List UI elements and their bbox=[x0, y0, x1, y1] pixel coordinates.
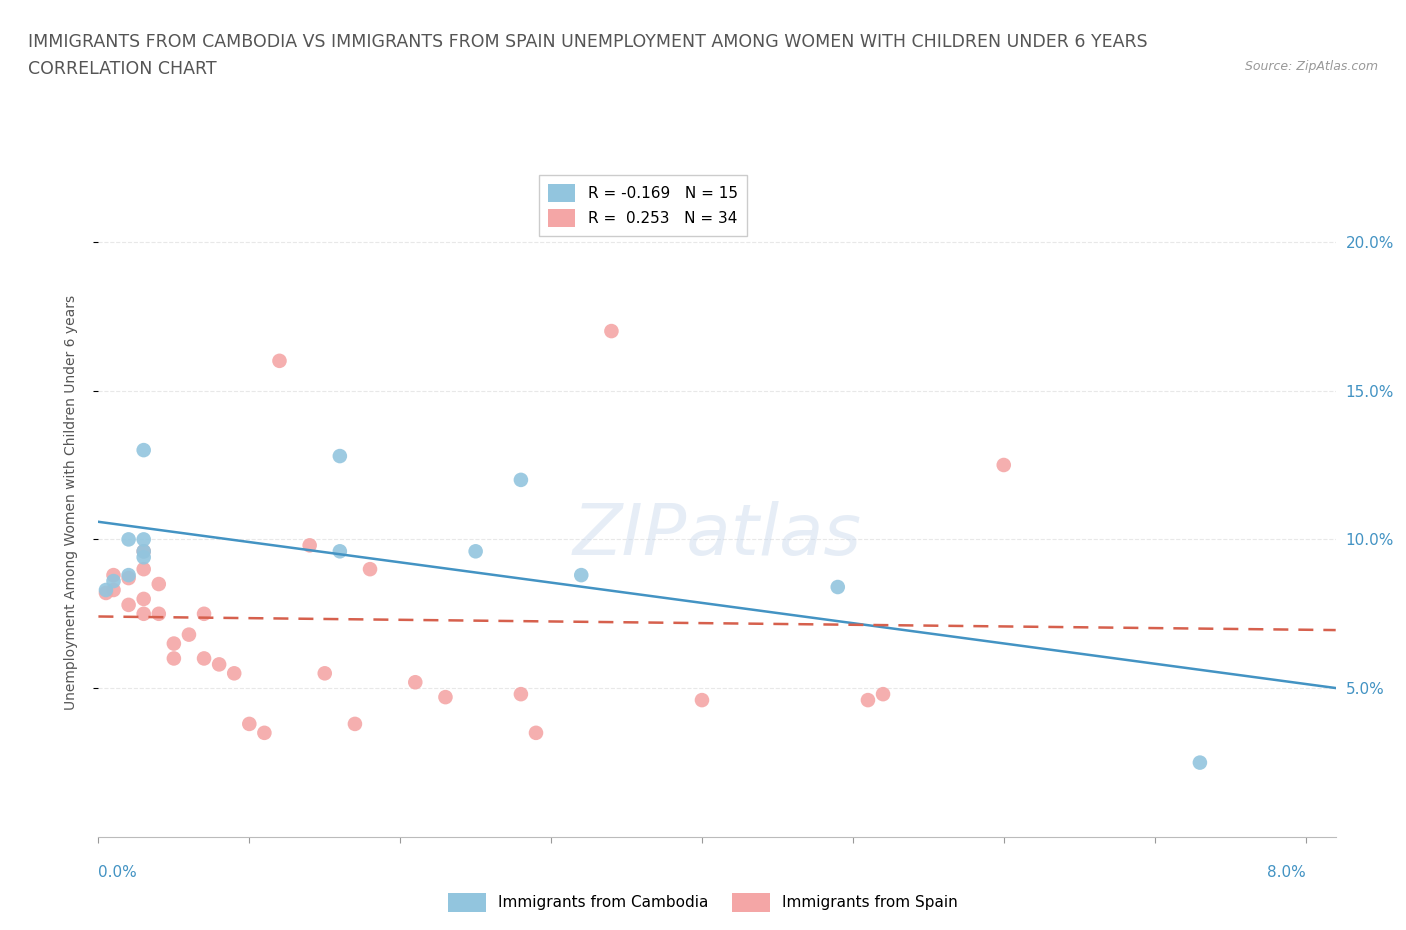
Point bbox=[132, 606, 155, 621]
Point bbox=[329, 544, 352, 559]
Point bbox=[103, 582, 125, 597]
Point bbox=[193, 651, 215, 666]
Point bbox=[224, 666, 246, 681]
Text: IMMIGRANTS FROM CAMBODIA VS IMMIGRANTS FROM SPAIN UNEMPLOYMENT AMONG WOMEN WITH : IMMIGRANTS FROM CAMBODIA VS IMMIGRANTS F… bbox=[28, 33, 1147, 50]
Legend: Immigrants from Cambodia, Immigrants from Spain: Immigrants from Cambodia, Immigrants fro… bbox=[441, 887, 965, 918]
Text: 0.0%: 0.0% bbox=[98, 865, 138, 880]
Point bbox=[600, 324, 623, 339]
Point bbox=[314, 666, 336, 681]
Point bbox=[148, 606, 170, 621]
Point bbox=[872, 686, 894, 701]
Point bbox=[329, 448, 352, 463]
Point bbox=[464, 544, 486, 559]
Text: CORRELATION CHART: CORRELATION CHART bbox=[28, 60, 217, 78]
Point bbox=[298, 538, 321, 552]
Point bbox=[569, 567, 592, 582]
Point bbox=[1188, 755, 1211, 770]
Text: Source: ZipAtlas.com: Source: ZipAtlas.com bbox=[1244, 60, 1378, 73]
Point bbox=[524, 725, 547, 740]
Point bbox=[238, 716, 260, 731]
Point bbox=[117, 532, 139, 547]
Text: 8.0%: 8.0% bbox=[1267, 865, 1306, 880]
Point bbox=[163, 636, 186, 651]
Point bbox=[359, 562, 381, 577]
Point bbox=[132, 544, 155, 559]
Point bbox=[94, 586, 117, 601]
Point bbox=[193, 606, 215, 621]
Point bbox=[132, 550, 155, 565]
Point bbox=[117, 597, 139, 612]
Point bbox=[404, 675, 426, 690]
Point bbox=[132, 544, 155, 559]
Point bbox=[509, 472, 531, 487]
Point bbox=[827, 579, 849, 594]
Point bbox=[132, 591, 155, 606]
Point bbox=[434, 690, 457, 705]
Point bbox=[148, 577, 170, 591]
Point bbox=[94, 582, 117, 597]
Point bbox=[690, 693, 713, 708]
Point bbox=[132, 443, 155, 458]
Point bbox=[117, 567, 139, 582]
Point bbox=[269, 353, 291, 368]
Legend: R = -0.169   N = 15, R =  0.253   N = 34: R = -0.169 N = 15, R = 0.253 N = 34 bbox=[538, 175, 747, 236]
Point bbox=[117, 571, 139, 586]
Point bbox=[509, 686, 531, 701]
Point bbox=[208, 657, 231, 671]
Point bbox=[856, 693, 879, 708]
Point bbox=[163, 651, 186, 666]
Y-axis label: Unemployment Among Women with Children Under 6 years: Unemployment Among Women with Children U… bbox=[63, 295, 77, 710]
Point bbox=[132, 562, 155, 577]
Point bbox=[253, 725, 276, 740]
Point bbox=[343, 716, 366, 731]
Point bbox=[132, 532, 155, 547]
Point bbox=[103, 574, 125, 589]
Point bbox=[103, 567, 125, 582]
Point bbox=[177, 627, 200, 642]
Point bbox=[993, 458, 1015, 472]
Text: ZIPatlas: ZIPatlas bbox=[572, 501, 862, 570]
